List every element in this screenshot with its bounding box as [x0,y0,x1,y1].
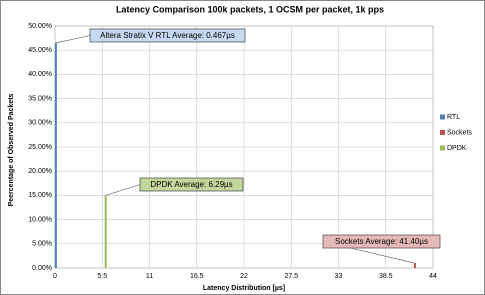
legend-label: DPDK [447,145,467,152]
y-tick-label: 0.00% [32,265,52,272]
y-tick-label: 20.00% [28,168,52,175]
legend-label: Sockets [447,129,472,136]
x-axis-label: Latency Distribution [µs] [203,285,285,292]
y-axis-label: Peercentage of Observed Packets [8,93,15,206]
x-tick-label: 44 [429,273,437,280]
y-tick-label: 25.00% [28,144,52,151]
y-tick-label: 35.00% [28,95,52,102]
annotation-connector [55,35,91,44]
legend-label: RTL [447,114,460,121]
chart-title: Latency Comparison 100k packets, 1 OCSM … [116,4,384,14]
y-tick-label: 15.00% [28,192,52,199]
y-tick-label: 50.00% [28,23,52,30]
y-tick-label: 10.00% [28,216,52,223]
annotation-text: Sockets Average: 41.40µs [335,237,428,246]
annotation-text: Altera Stratix V RTL Average: 0.467µs [100,31,235,40]
x-tick-label: 33 [335,273,343,280]
legend-swatch [440,114,445,120]
y-tick-label: 5.00% [32,241,52,248]
bar [413,263,416,268]
annotation-box [89,28,246,43]
y-tick-label: 45.00% [28,47,52,54]
y-tick-label: 30.00% [28,120,52,127]
x-tick-label: 11 [146,273,153,280]
x-tick-label: 22 [240,273,248,280]
x-tick-label: 0 [53,273,57,280]
annotation-box [322,234,441,249]
x-tick-label: 38.5 [379,273,393,280]
x-tick-label: 5.5 [97,273,107,280]
x-tick-label: 16.5 [190,273,204,280]
annotation-text: DPDK Average: 6.29µs [150,180,232,189]
annotation-box [139,177,244,192]
bar [104,195,107,268]
y-tick-label: 40.00% [28,71,52,78]
annotation-connector [105,184,141,196]
bar [54,42,57,268]
x-tick-label: 27.5 [284,273,298,280]
legend-swatch [440,130,445,135]
legend-swatch [440,145,445,151]
